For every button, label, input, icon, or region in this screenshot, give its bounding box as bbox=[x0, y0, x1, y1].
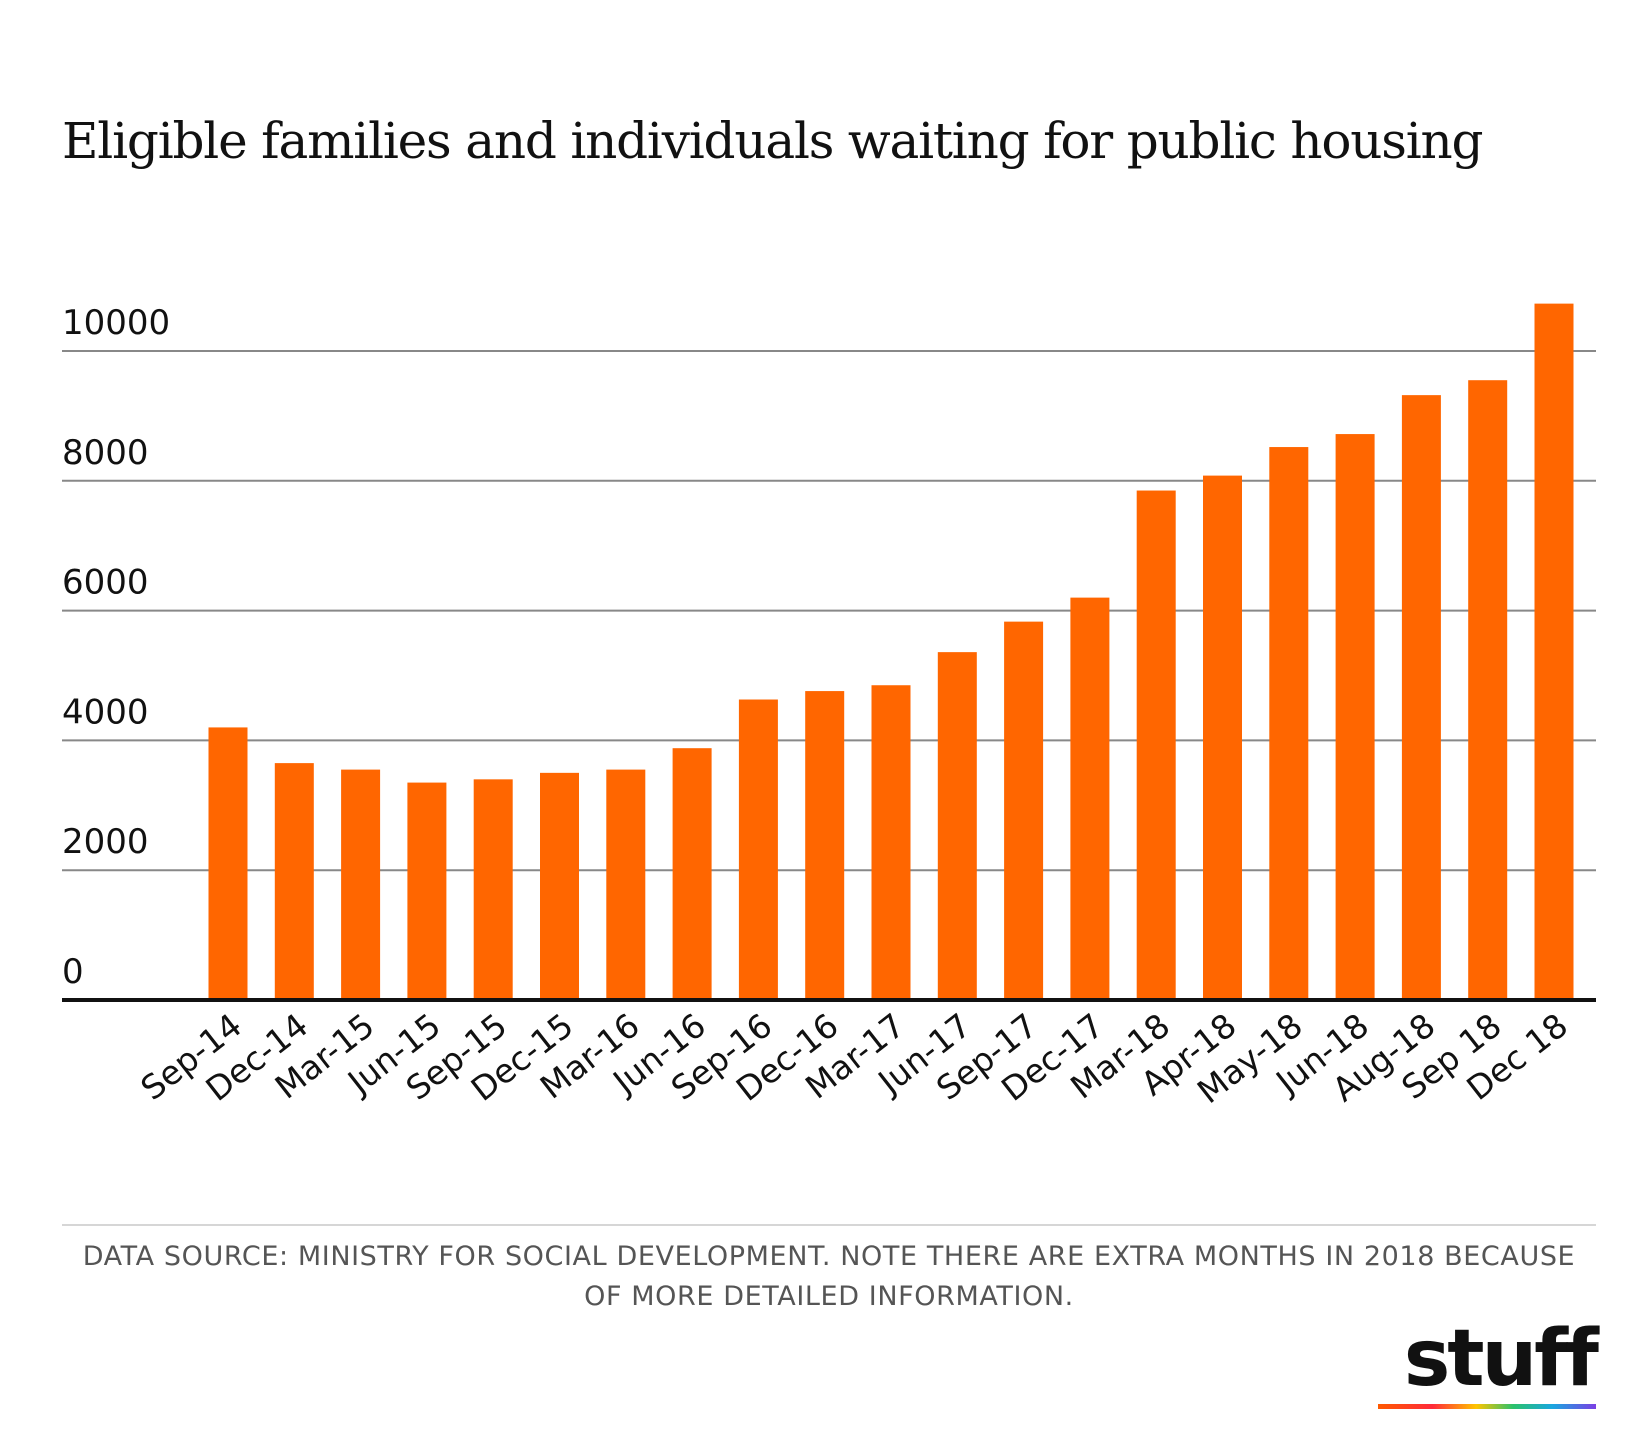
bar bbox=[407, 782, 447, 1000]
logo-rainbow-bar bbox=[1378, 1404, 1596, 1409]
bar bbox=[1335, 434, 1375, 1000]
y-tick-label: 8000 bbox=[62, 433, 149, 473]
bar bbox=[1070, 597, 1110, 1000]
bar bbox=[937, 652, 977, 1000]
bar-chart: 0 2000 4000 6000 8000 10000 Sep-14Dec-14Mar-1… bbox=[62, 303, 1596, 1112]
bar bbox=[1203, 475, 1242, 1000]
logo-wordmark: stuff bbox=[1403, 1314, 1599, 1404]
bar bbox=[1004, 621, 1044, 1000]
x-axis-ticks: Sep-14Dec-14Mar-15Jun-15Sep-15Dec-15Mar-… bbox=[133, 1006, 1575, 1112]
bar bbox=[208, 727, 248, 1000]
bar bbox=[606, 769, 646, 1000]
y-tick-label: 10000 bbox=[62, 303, 170, 343]
bars bbox=[208, 303, 1574, 1001]
bar bbox=[1468, 380, 1508, 1001]
stuff-logo: stuff bbox=[1376, 1314, 1599, 1414]
bar bbox=[473, 779, 513, 1000]
y-tick-label: 2000 bbox=[62, 822, 149, 862]
y-tick-label: 4000 bbox=[62, 692, 149, 732]
source-note: DATA SOURCE: MINISTRY FOR SOCIAL DEVELOP… bbox=[82, 1241, 1576, 1312]
y-tick-label: 0 bbox=[62, 952, 84, 992]
y-axis-ticks: 0 2000 4000 6000 8000 10000 bbox=[62, 303, 170, 992]
y-tick-label: 6000 bbox=[62, 563, 149, 603]
bar bbox=[274, 763, 314, 1000]
divider bbox=[62, 1224, 1596, 1226]
bar bbox=[1136, 490, 1176, 1000]
chart-title: Eligible families and individuals waitin… bbox=[62, 112, 1484, 170]
bar bbox=[1534, 303, 1574, 1000]
bar bbox=[540, 772, 579, 1000]
bar bbox=[1401, 395, 1441, 1001]
bar bbox=[738, 699, 778, 1000]
bar bbox=[341, 769, 381, 1000]
bar bbox=[871, 685, 911, 1000]
bar bbox=[805, 691, 845, 1000]
bar bbox=[1269, 447, 1309, 1000]
bar bbox=[672, 748, 712, 1000]
